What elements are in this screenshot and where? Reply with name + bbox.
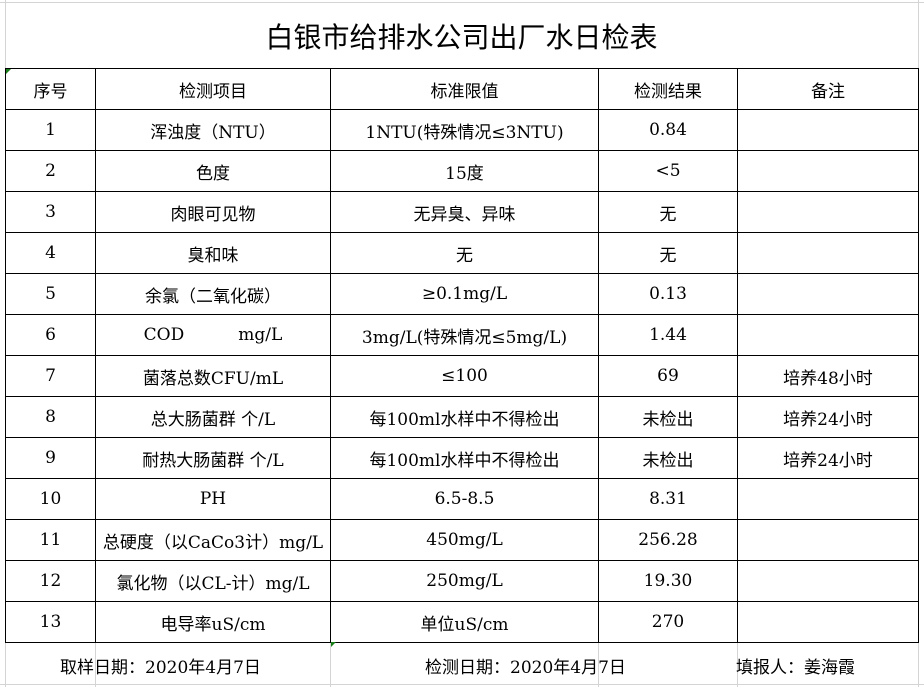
row-number-cell[interactable]: 10 [5,478,96,520]
sample-date[interactable]: 取样日期：2020年4月7日 [60,658,261,678]
test-item-cell[interactable]: 电导率uS/cm [95,601,331,643]
row-number-cell[interactable]: 13 [5,601,96,643]
remark-cell[interactable] [737,191,919,233]
sheet-title: 白银市给排水公司出厂水日检表 [265,21,658,54]
test-result-cell[interactable]: 270 [598,601,738,643]
standard-limit-cell[interactable]: 无 [330,232,599,274]
header-cell[interactable]: 标准限值 [330,68,599,110]
row-number-cell[interactable]: 2 [5,150,96,192]
test-item-cell[interactable]: 氯化物（以CL-计）mg/L [95,560,331,602]
row-number-cell[interactable]: 3 [5,191,96,233]
row-number-cell[interactable]: 8 [5,396,96,438]
table-row: 1 浑浊度（NTU） 1NTU(特殊情况≤3NTU) 0.84 [5,109,919,151]
row-number-cell[interactable]: 11 [5,519,96,561]
remark-cell[interactable] [737,314,919,356]
test-result-cell[interactable]: 无 [598,191,738,233]
row-number-cell[interactable]: 4 [5,232,96,274]
table-row: 8 总大肠菌群 个/L 每100ml水样中不得检出 未检出 培养24小时 [5,396,919,438]
reporter[interactable]: 填报人：姜海霞 [736,658,855,678]
test-result-cell[interactable]: 0.13 [598,273,738,315]
table-row: 10 PH 6.5-8.5 8.31 [5,478,919,520]
row-number-cell[interactable]: 1 [5,109,96,151]
standard-limit-cell[interactable]: ≤100 [330,355,599,397]
test-result-cell[interactable]: 0.84 [598,109,738,151]
test-item-cell[interactable]: 总硬度（以CaCo3计）mg/L [95,519,331,561]
standard-limit-cell[interactable]: 250mg/L [330,560,599,602]
test-item-cell[interactable]: 色度 [95,150,331,192]
table-row: 6 COD mg/L 3mg/L(特殊情况≤5mg/L) 1.44 [5,314,919,356]
remark-cell[interactable]: 培养24小时 [737,396,919,438]
test-item-cell[interactable]: 臭和味 [95,232,331,274]
standard-limit-cell[interactable]: 单位uS/cm [330,601,599,643]
standard-limit-cell[interactable]: 无异臭、异味 [330,191,599,233]
test-item-cell[interactable]: PH [95,478,331,520]
test-date[interactable]: 检测日期：2020年4月7日 [425,658,626,678]
header-cell[interactable]: 序号 [5,68,96,110]
table-row: 12 氯化物（以CL-计）mg/L 250mg/L 19.30 [5,560,919,602]
remark-cell[interactable] [737,150,919,192]
test-result-cell[interactable]: <5 [598,150,738,192]
standard-limit-cell[interactable]: 6.5-8.5 [330,478,599,520]
standard-limit-cell[interactable]: 15度 [330,150,599,192]
table-row: 2 色度 15度 <5 [5,150,919,192]
table-row: 9 耐热大肠菌群 个/L 每100ml水样中不得检出 未检出 培养24小时 [5,437,919,479]
test-item-cell[interactable]: 耐热大肠菌群 个/L [95,437,331,479]
row-number-cell[interactable]: 5 [5,273,96,315]
remark-cell[interactable] [737,232,919,274]
table-row: 7 菌落总数CFU/mL ≤100 69 培养48小时 [5,355,919,397]
test-item-cell[interactable]: 浑浊度（NTU） [95,109,331,151]
remark-cell[interactable] [737,601,919,643]
test-result-cell[interactable]: 1.44 [598,314,738,356]
test-item-cell[interactable]: 余氯（二氧化碳） [95,273,331,315]
table-row: 5 余氯（二氧化碳） ≥0.1mg/L 0.13 [5,273,919,315]
test-result-cell[interactable]: 无 [598,232,738,274]
test-result-cell[interactable]: 256.28 [598,519,738,561]
row-number-cell[interactable]: 7 [5,355,96,397]
table-row: 3 肉眼可见物 无异臭、异味无 [5,191,919,233]
remark-cell[interactable]: 培养24小时 [737,437,919,479]
row-number-cell[interactable]: 12 [5,560,96,602]
table-row: 11 总硬度（以CaCo3计）mg/L 450mg/L 256.28 [5,519,919,561]
standard-limit-cell[interactable]: 每100ml水样中不得检出 [330,396,599,438]
inspection-table: 序号 检测项目 标准限值 检测结果 备注 1 浑浊度（NTU） 1NTU(特殊情况≤… [5,68,919,643]
standard-limit-cell[interactable]: 1NTU(特殊情况≤3NTU) [330,109,599,151]
test-item-cell[interactable]: COD mg/L [95,314,331,356]
header-cell[interactable]: 检测项目 [95,68,331,110]
test-result-cell[interactable]: 未检出 [598,437,738,479]
standard-limit-cell[interactable]: 每100ml水样中不得检出 [330,437,599,479]
header-row: 序号 检测项目 标准限值 检测结果 备注 [5,68,919,110]
test-result-cell[interactable]: 未检出 [598,396,738,438]
footer-row: 取样日期：2020年4月7日 检测日期：2020年4月7日 填报人：姜海霞 [5,643,918,685]
remark-cell[interactable] [737,560,919,602]
test-item-cell[interactable]: 菌落总数CFU/mL [95,355,331,397]
remark-cell[interactable] [737,109,919,151]
header-cell[interactable]: 检测结果 [598,68,738,110]
test-item-cell[interactable]: 总大肠菌群 个/L [95,396,331,438]
header-cell[interactable]: 备注 [737,68,919,110]
row-number-cell[interactable]: 6 [5,314,96,356]
test-item-cell[interactable]: 肉眼可见物 [95,191,331,233]
remark-cell[interactable] [737,519,919,561]
standard-limit-cell[interactable]: 450mg/L [330,519,599,561]
cell-comment-marker [6,69,11,74]
remark-cell[interactable] [737,273,919,315]
standard-limit-cell[interactable]: ≥0.1mg/L [330,273,599,315]
test-result-cell[interactable]: 8.31 [598,478,738,520]
cell-comment-marker [331,642,336,647]
test-result-cell[interactable]: 69 [598,355,738,397]
test-result-cell[interactable]: 19.30 [598,560,738,602]
remark-cell[interactable]: 培养48小时 [737,355,919,397]
table-row: 13 电导率uS/cm 单位uS/cm 270 [5,601,919,643]
row-number-cell[interactable]: 9 [5,437,96,479]
remark-cell[interactable] [737,478,919,520]
standard-limit-cell[interactable]: 3mg/L(特殊情况≤5mg/L) [330,314,599,356]
table-row: 4 臭和味无无 [5,232,919,274]
